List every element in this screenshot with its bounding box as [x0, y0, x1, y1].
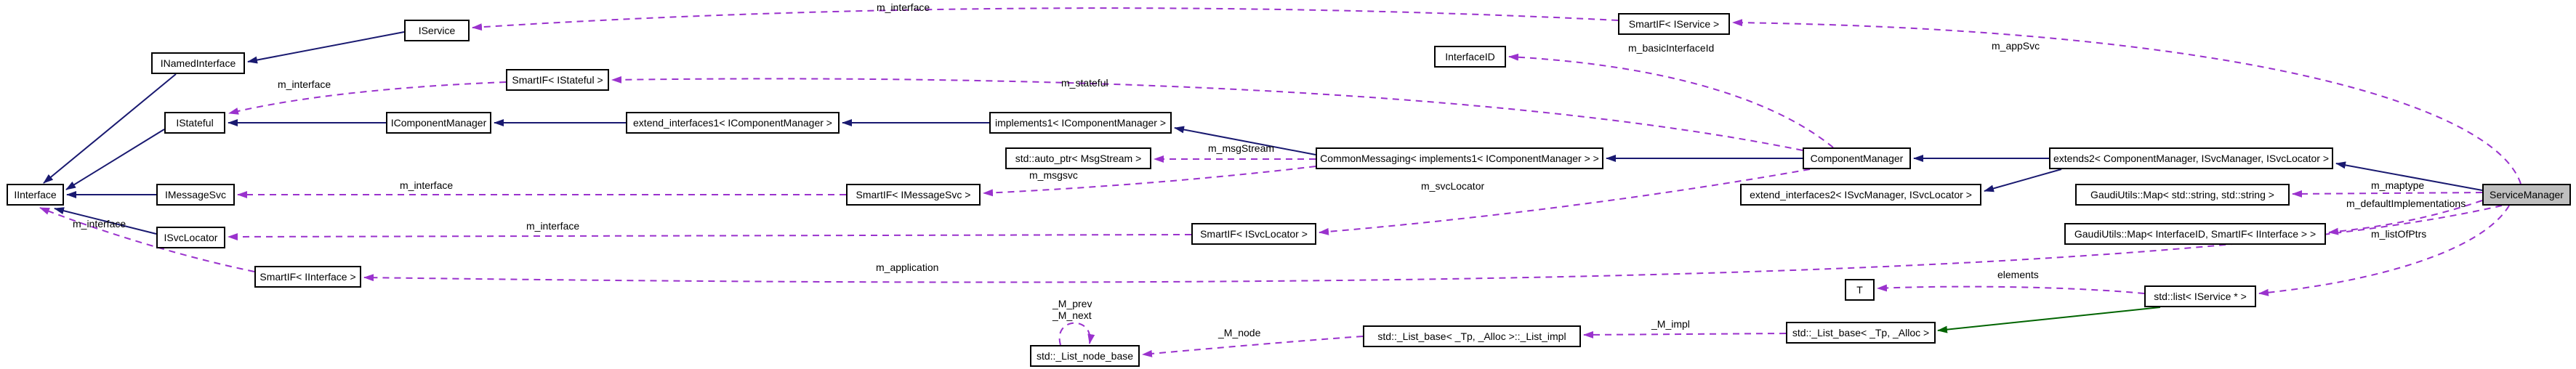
- edge-label-m-svclocator: m_svcLocator: [1421, 180, 1485, 192]
- edge-componentmanager-to-smartif-istateful: [611, 76, 1803, 151]
- edge-servicemanager-to-extends2: [2335, 161, 2483, 191]
- node-smartif-imessagesvc[interactable]: SmartIF< IMessageSvc >: [846, 184, 981, 206]
- edge-componentmanager-to-smartif-isvclocator: [1319, 169, 1811, 235]
- edge-servicemanager-to-map-interfaceid: [2328, 200, 2483, 235]
- edge-std-list-to-std-list-base: [1937, 307, 2161, 333]
- edge-node-base-self-loop: [1058, 322, 1095, 346]
- edge-label-m-node: _M_node: [1218, 327, 1261, 338]
- edge-label-m-msgstream: m_msgStream: [1208, 142, 1275, 154]
- node-iinterface[interactable]: IInterface: [7, 184, 64, 206]
- node-isvclocator[interactable]: ISvcLocator: [156, 227, 225, 248]
- edge-smartif-istateful-to-istateful: [228, 81, 507, 115]
- edge-componentmanager-to-interfaceid: [1508, 53, 1834, 148]
- edge-label-m-basicinterfaceid: m_basicInterfaceId: [1628, 42, 1715, 54]
- edge-label-m-defaultimplementations: m_defaultImplementations: [2346, 198, 2466, 209]
- edge-label-m-interface-iinterface: m_interface: [73, 218, 126, 230]
- node-std-list-impl[interactable]: std::_List_base< _Tp, _Alloc >::_List_im…: [1363, 325, 1581, 347]
- edge-label-m-interface-iservice: m_interface: [877, 1, 930, 13]
- node-auto-ptr-msgstream[interactable]: std::auto_ptr< MsgStream >: [1005, 147, 1151, 169]
- node-std-list-node-base[interactable]: std::_List_node_base: [1030, 345, 1140, 367]
- edge-istateful-to-iinterface: [65, 129, 165, 190]
- edge-commonmessaging-to-implements1: [1174, 126, 1316, 155]
- edge-label-m-maptype: m_maptype: [2371, 179, 2425, 191]
- edge-servicemanager-to-std-list: [2258, 205, 2510, 296]
- node-gaudiutils-map-string[interactable]: GaudiUtils::Map< std::string, std::strin…: [2075, 184, 2290, 206]
- node-template-param-t[interactable]: T: [1845, 279, 1875, 301]
- edge-smartif-iinterface-to-iinterface: [39, 207, 255, 272]
- edge-label-m-interface-imessagesvc: m_interface: [400, 179, 454, 191]
- node-imessagesvc[interactable]: IMessageSvc: [156, 184, 235, 206]
- node-gaudiutils-map-interfaceid[interactable]: GaudiUtils::Map< InterfaceID, SmartIF< I…: [2064, 223, 2326, 245]
- node-istateful[interactable]: IStateful: [164, 112, 225, 134]
- node-componentmanager[interactable]: ComponentManager: [1803, 147, 1911, 169]
- node-smartif-iinterface[interactable]: SmartIF< IInterface >: [254, 266, 361, 288]
- edge-label-m-next: _M_next: [1052, 309, 1092, 321]
- node-iservice[interactable]: IService: [404, 20, 470, 41]
- node-smartif-iservice[interactable]: SmartIF< IService >: [1618, 13, 1730, 35]
- node-inamedinterface[interactable]: INamedInterface: [151, 52, 245, 74]
- edge-label-m-impl: _M_impl: [1651, 318, 1690, 330]
- edge-label-m-interface-istateful: m_interface: [278, 78, 331, 90]
- edge-label-elements: elements: [1997, 269, 2039, 280]
- node-interfaceid[interactable]: InterfaceID: [1434, 46, 1506, 68]
- edge-isvclocator-to-iinterface: [54, 207, 157, 235]
- node-std-list-base[interactable]: std::_List_base< _Tp, _Alloc >: [1786, 322, 1936, 344]
- edge-iservice-to-inamedinterface: [247, 31, 405, 64]
- edge-std-list-base-to-list-impl: [1583, 331, 1787, 338]
- node-extend-interfaces1[interactable]: extend_interfaces1< IComponentManager >: [626, 112, 840, 134]
- node-extends2[interactable]: extends2< ComponentManager, ISvcManager,…: [2049, 147, 2333, 169]
- edge-label-m-appsvc: m_appSvc: [1992, 40, 2040, 52]
- node-smartif-isvclocator[interactable]: SmartIF< ISvcLocator >: [1191, 223, 1316, 245]
- edge-servicemanager-to-map-string: [2292, 190, 2483, 198]
- edge-std-list-to-template-param-t: [1877, 284, 2145, 294]
- edge-smartif-isvclocator-to-isvclocator: [228, 232, 1192, 240]
- node-std-list-iservice[interactable]: std::list< IService * >: [2144, 285, 2256, 307]
- edge-servicemanager-to-smartif-iservice: [1732, 19, 2521, 184]
- edge-extends2-to-extend-interfaces2: [1984, 169, 2062, 192]
- node-extend-interfaces2[interactable]: extend_interfaces2< ISvcManager, ISvcLoc…: [1740, 184, 1981, 206]
- node-smartif-istateful[interactable]: SmartIF< IStateful >: [506, 69, 609, 91]
- node-implements1[interactable]: implements1< IComponentManager >: [989, 112, 1172, 134]
- node-servicemanager[interactable]: ServiceManager: [2482, 184, 2571, 206]
- node-icomponentmanager[interactable]: IComponentManager: [386, 112, 491, 134]
- edge-label-m-listofptrs: m_listOfPtrs: [2371, 228, 2427, 240]
- edge-label-m-interface-isvclocator: m_interface: [526, 220, 580, 232]
- edge-smartif-iservice-to-iservice: [472, 7, 1619, 31]
- edge-label-m-msgsvc: m_msgsvc: [1029, 169, 1078, 181]
- edge-label-m-prev: _M_prev: [1052, 298, 1092, 309]
- edge-std-list-impl-to-node-base: [1142, 336, 1364, 357]
- node-commonmessaging[interactable]: CommonMessaging< implements1< IComponent…: [1316, 147, 1603, 169]
- edge-inamedinterface-to-iinterface: [43, 73, 177, 184]
- edge-label-m-application: m_application: [876, 261, 939, 273]
- edge-label-m-stateful: m_stateful: [1061, 77, 1108, 89]
- edge-commonmessaging-to-smartif-imessagesvc: [983, 166, 1316, 197]
